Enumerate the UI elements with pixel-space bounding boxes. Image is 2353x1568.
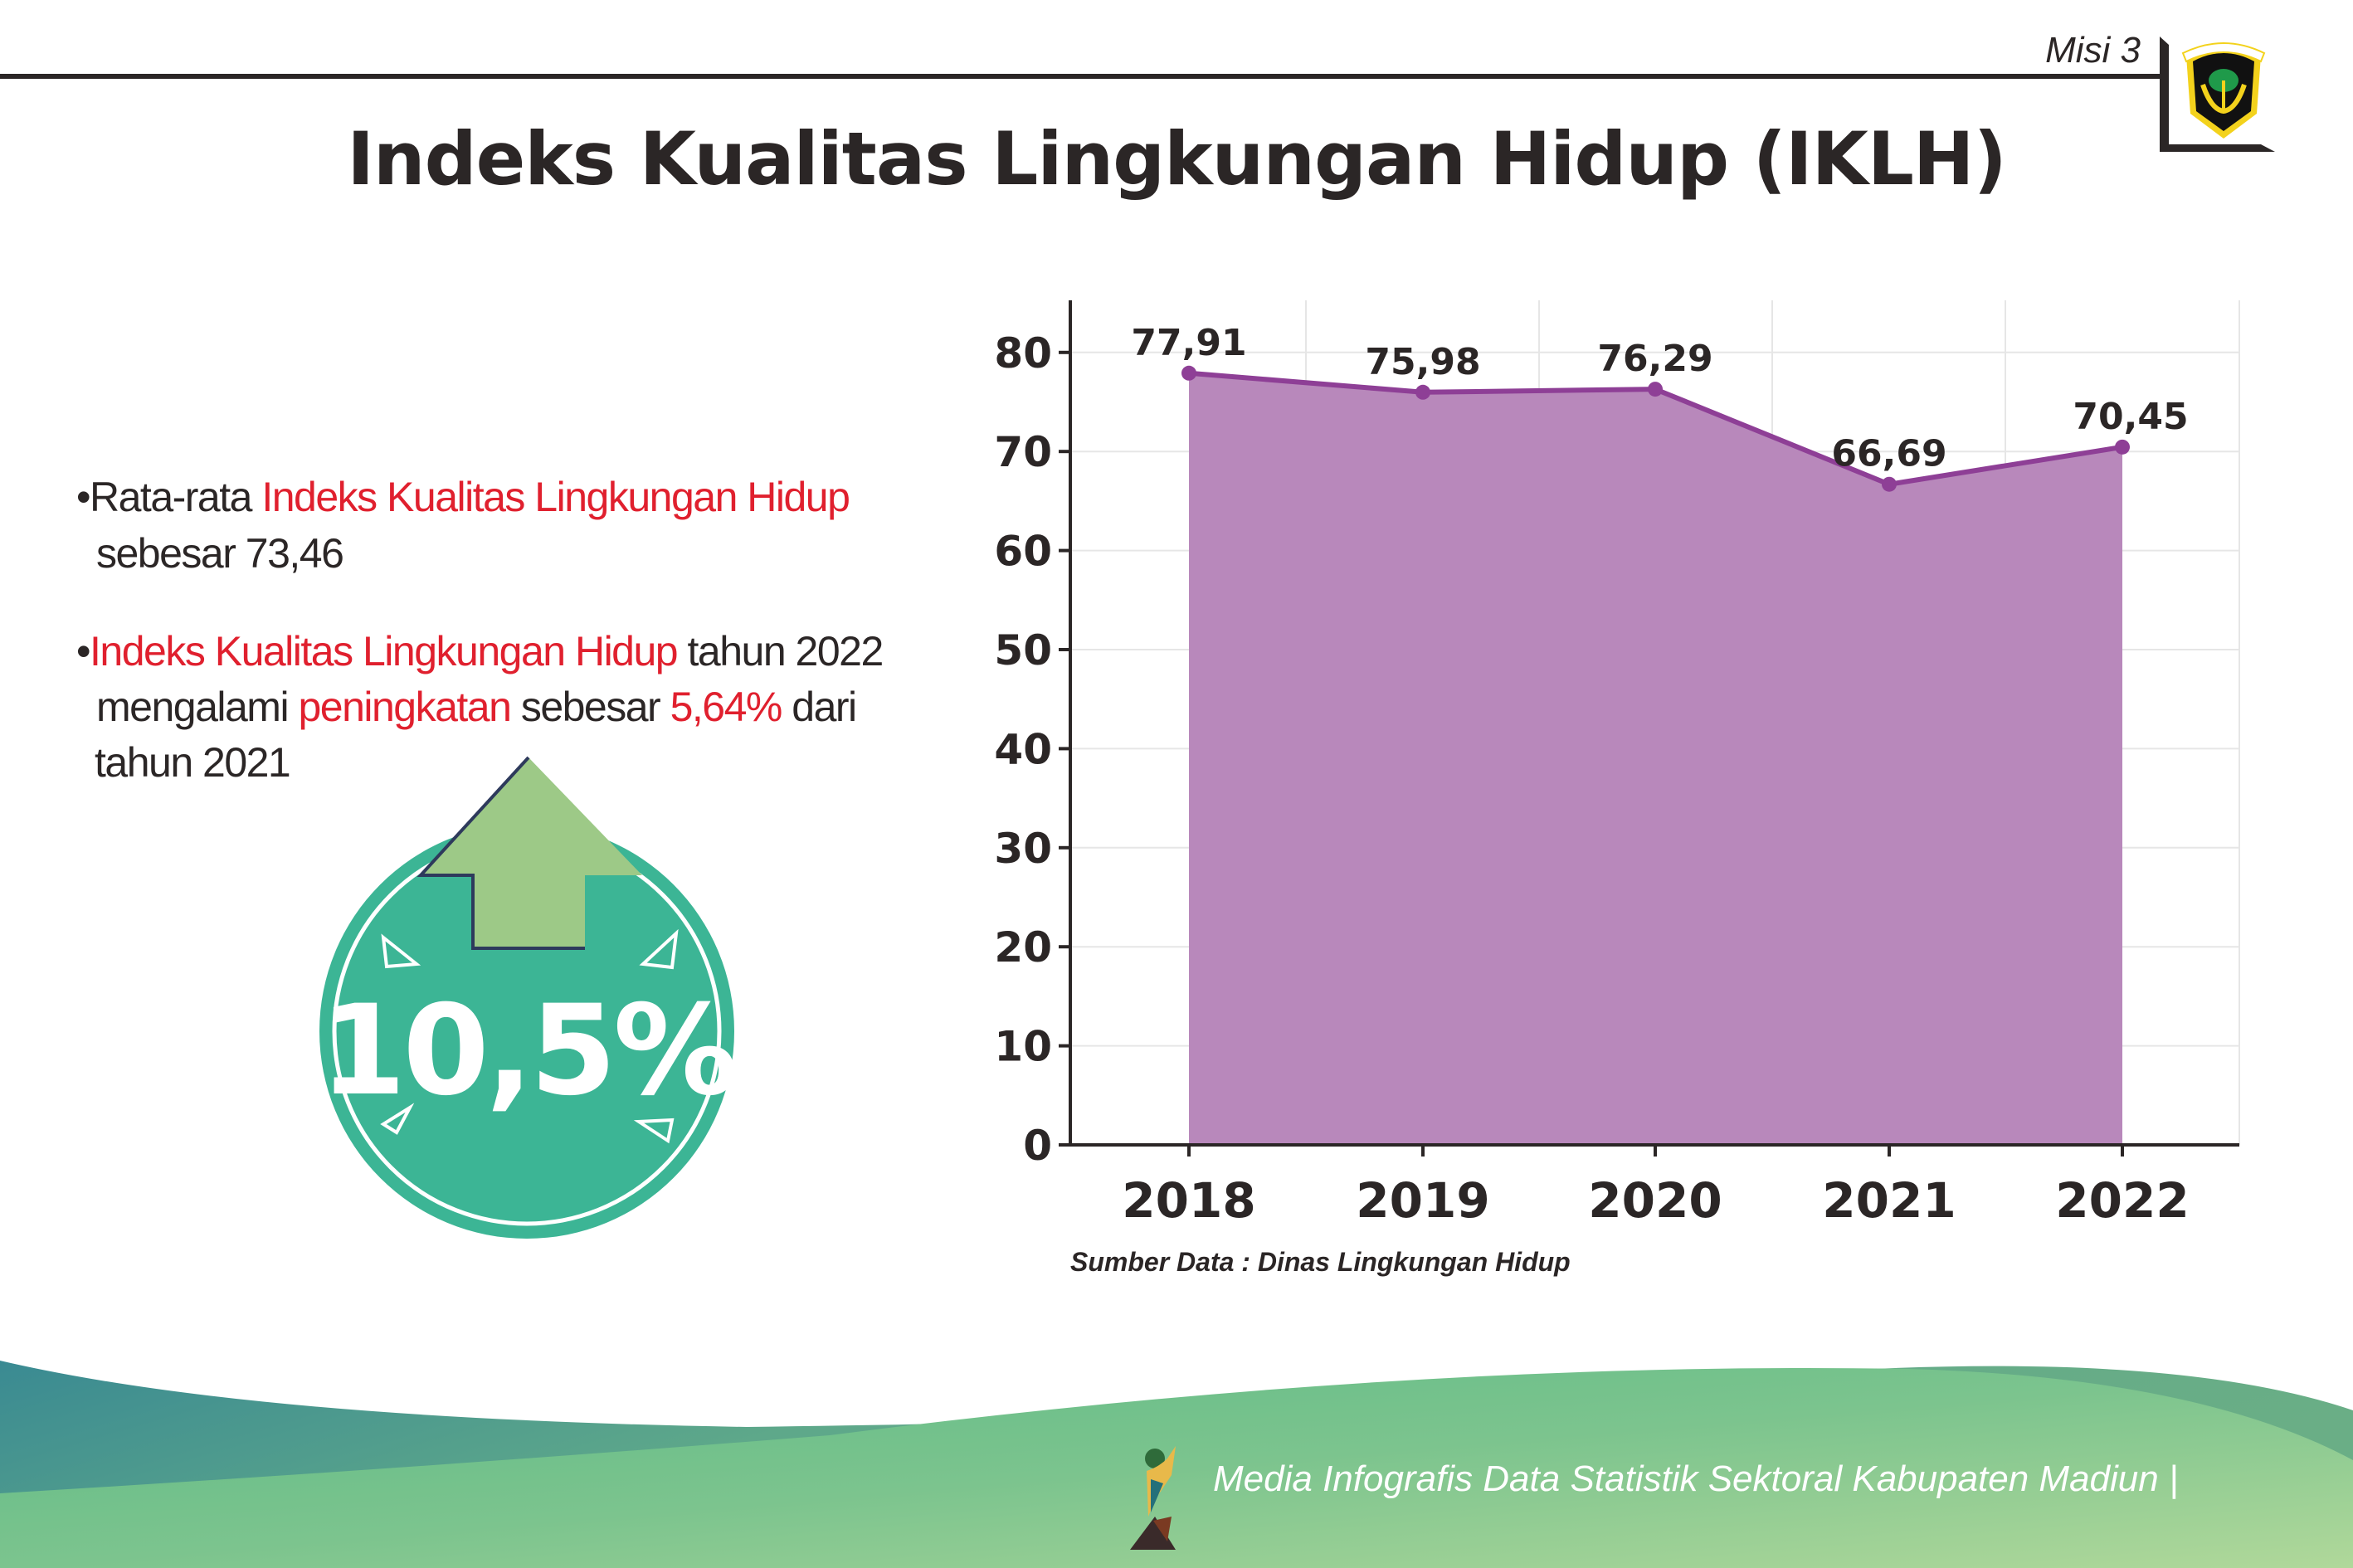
data-label: 70,45 <box>2073 396 2188 438</box>
x-tick-label: 2022 <box>2055 1172 2189 1229</box>
growth-value: 10,5% <box>319 979 738 1123</box>
x-tick-label: 2021 <box>1822 1172 1956 1229</box>
y-tick-label: 60 <box>994 528 1052 576</box>
bullet-average: •Rata-rata Indeks Kualitas Lingkungan Hi… <box>76 473 850 521</box>
footer-mascot-logo <box>1130 1446 1176 1550</box>
bullet-text: sebesar <box>510 684 670 730</box>
data-label: 75,98 <box>1365 341 1480 383</box>
x-tick-label: 2019 <box>1356 1172 1489 1229</box>
y-tick-label: 30 <box>994 825 1052 873</box>
y-tick-label: 50 <box>994 626 1052 674</box>
footer-wave <box>0 1361 2353 1568</box>
y-tick-label: 80 <box>994 329 1052 377</box>
bullet-increase-line3: tahun 2021 <box>95 739 291 786</box>
highlight-text: 5,64% <box>670 684 783 730</box>
header-frame <box>0 37 2275 152</box>
growth-badge <box>319 756 734 1239</box>
data-point-2019 <box>1415 384 1430 400</box>
bullet-average-line2: sebesar 73,46 <box>96 530 344 577</box>
bullet-text: dari <box>781 684 857 730</box>
y-tick-label: 40 <box>994 725 1052 773</box>
kabupaten-madiun-logo <box>2181 42 2266 139</box>
badge-circle <box>319 824 734 1239</box>
sparkle-triangles <box>380 928 679 1144</box>
highlight-text: Indeks Kualitas Lingkungan Hidup <box>261 474 850 520</box>
data-source: Sumber Data : Dinas Lingkungan Hidup <box>1070 1247 1571 1277</box>
iklh-area-chart: 0 10 20 30 40 50 60 70 80 2018 77,91 2019 75,98 2020 7… <box>994 300 2240 1229</box>
data-point-2021 <box>1882 476 1897 492</box>
highlight-text: peningkatan <box>298 684 511 730</box>
page-title: Indeks Kualitas Lingkungan Hidup (IKLH) <box>347 116 2007 202</box>
data-point-2022 <box>2115 439 2130 455</box>
y-tick-label: 10 <box>994 1023 1052 1071</box>
bullet-text: • <box>76 628 91 674</box>
highlight-text: Indeks Kualitas Lingkungan Hidup <box>90 628 679 674</box>
bullet-increase: •Indeks Kualitas Lingkungan Hidup tahun … <box>76 627 884 675</box>
y-tick-label: 70 <box>994 428 1052 476</box>
data-label: 66,69 <box>1831 433 1946 475</box>
bullet-text: tahun 2022 <box>677 628 884 674</box>
data-label: 76,29 <box>1597 338 1712 380</box>
bullet-text: mengalami <box>96 684 299 730</box>
data-point-2020 <box>1648 382 1663 397</box>
y-tick-label: 0 <box>1023 1122 1052 1170</box>
data-label: 77,91 <box>1131 322 1246 364</box>
area-fill <box>1189 373 2122 1145</box>
bullet-increase-line2: mengalami peningkatan sebesar 5,64% dari <box>96 683 857 731</box>
y-tick-label: 20 <box>994 923 1052 971</box>
up-arrow-icon <box>417 756 642 950</box>
x-tick-label: 2020 <box>1588 1172 1722 1229</box>
data-point-2018 <box>1181 365 1196 381</box>
bullet-text: •Rata-rata <box>76 474 262 520</box>
mission-label: Misi 3 <box>2045 30 2141 71</box>
footer-tagline: Media Infografis Data Statistik Sektoral… <box>1213 1458 2179 1499</box>
x-tick-label: 2018 <box>1122 1172 1255 1229</box>
